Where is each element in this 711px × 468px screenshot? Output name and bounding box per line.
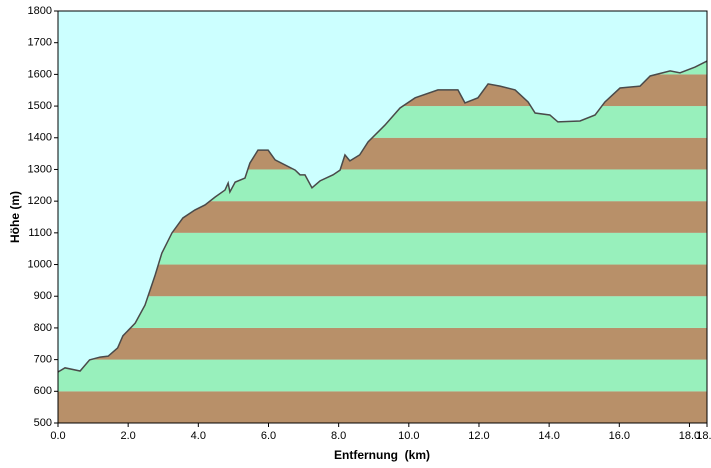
y-tick-label: 600: [34, 385, 52, 397]
y-tick-label: 1700: [28, 37, 52, 49]
x-tick-label: 6.0: [261, 430, 276, 442]
y-tick-label: 1400: [28, 132, 52, 144]
y-tick-label: 1200: [28, 195, 52, 207]
y-tick-label: 1800: [28, 5, 52, 17]
x-tick-label: 0.0: [50, 430, 65, 442]
x-tick-label: 18.5: [696, 430, 711, 442]
y-tick-label: 900: [34, 290, 52, 302]
elevation-band: [58, 264, 707, 297]
y-tick-label: 1000: [28, 258, 52, 270]
y-axis-title: Höhe (m): [8, 191, 22, 243]
y-tick-label: 1300: [28, 163, 52, 175]
elevation-band: [58, 327, 707, 360]
x-tick-label: 4.0: [191, 430, 206, 442]
plot-frame: [57, 10, 708, 424]
x-tick-label: 10.0: [398, 430, 419, 442]
elevation-band: [58, 391, 707, 423]
x-tick-label: 18.0: [679, 430, 700, 442]
y-tick-label: 1500: [28, 100, 52, 112]
elevation-band: [58, 359, 707, 392]
x-tick-label: 2.0: [121, 430, 136, 442]
x-tick-label: 8.0: [331, 430, 346, 442]
x-tick-label: 12.0: [468, 430, 489, 442]
y-tick-label: 1600: [28, 68, 52, 80]
elevation-line: [57, 60, 708, 373]
x-axis-title: Entfernung (km): [334, 448, 430, 462]
elevation-band: [58, 296, 707, 328]
x-tick-label: 16.0: [609, 430, 630, 442]
y-tick-label: 1100: [28, 227, 52, 239]
y-tick-label: 800: [34, 322, 52, 334]
x-tick-label: 14.0: [538, 430, 559, 442]
y-tick-label: 500: [34, 417, 52, 429]
y-tick-label: 700: [34, 354, 52, 366]
